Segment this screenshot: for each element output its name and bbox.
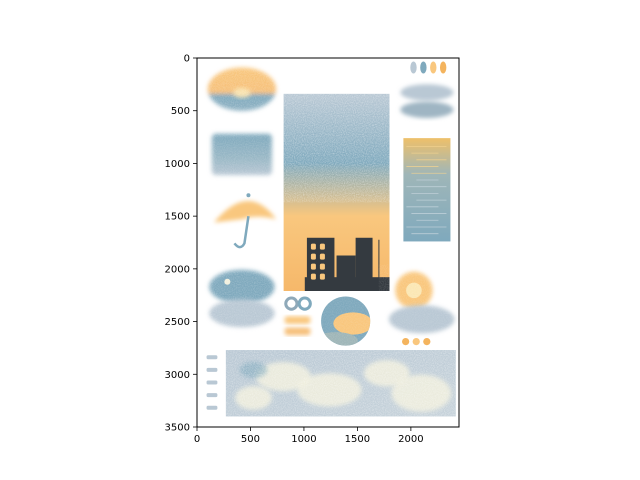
x-tick-label: 1500 [345, 434, 370, 445]
umbrella [213, 193, 277, 249]
y-tick-label: 0 [184, 54, 190, 65]
x-tick-label: 1000 [291, 434, 316, 445]
sun-cloud-patch [378, 264, 457, 343]
y-tick-label: 2000 [165, 264, 190, 275]
x-axis: 0 500 1000 1500 2000 [194, 427, 424, 445]
cloudy-sky-panel [225, 350, 456, 417]
city-sunset-panel [283, 93, 390, 291]
x-tick-label: 0 [194, 434, 200, 445]
color-dots-top [410, 61, 447, 74]
y-tick-label: 500 [171, 106, 190, 117]
image-content [205, 61, 457, 417]
sea-sunlight-panel [403, 138, 451, 242]
stroke-swatches [284, 316, 311, 336]
moon-cloud-patch [205, 267, 279, 332]
y-tick-label: 1000 [165, 159, 190, 170]
x-tick-label: 2000 [398, 434, 423, 445]
y-axis: 0 500 1000 1500 2000 2500 3000 3500 [165, 54, 197, 434]
orange-dots-bottom [402, 338, 431, 346]
sunset-cloud-patch [205, 66, 279, 118]
x-tick-label: 500 [241, 434, 260, 445]
axes-frame [196, 57, 460, 428]
side-swatches [206, 355, 218, 410]
y-tick-label: 3500 [165, 423, 190, 434]
blue-wash-patch [209, 131, 274, 178]
ring-swatches [284, 296, 312, 311]
grey-cloud-strokes [400, 84, 454, 118]
y-tick-label: 1500 [165, 212, 190, 223]
y-tick-label: 3000 [165, 370, 190, 381]
y-tick-label: 2500 [165, 317, 190, 328]
circle-sunset-landscape [321, 296, 371, 346]
